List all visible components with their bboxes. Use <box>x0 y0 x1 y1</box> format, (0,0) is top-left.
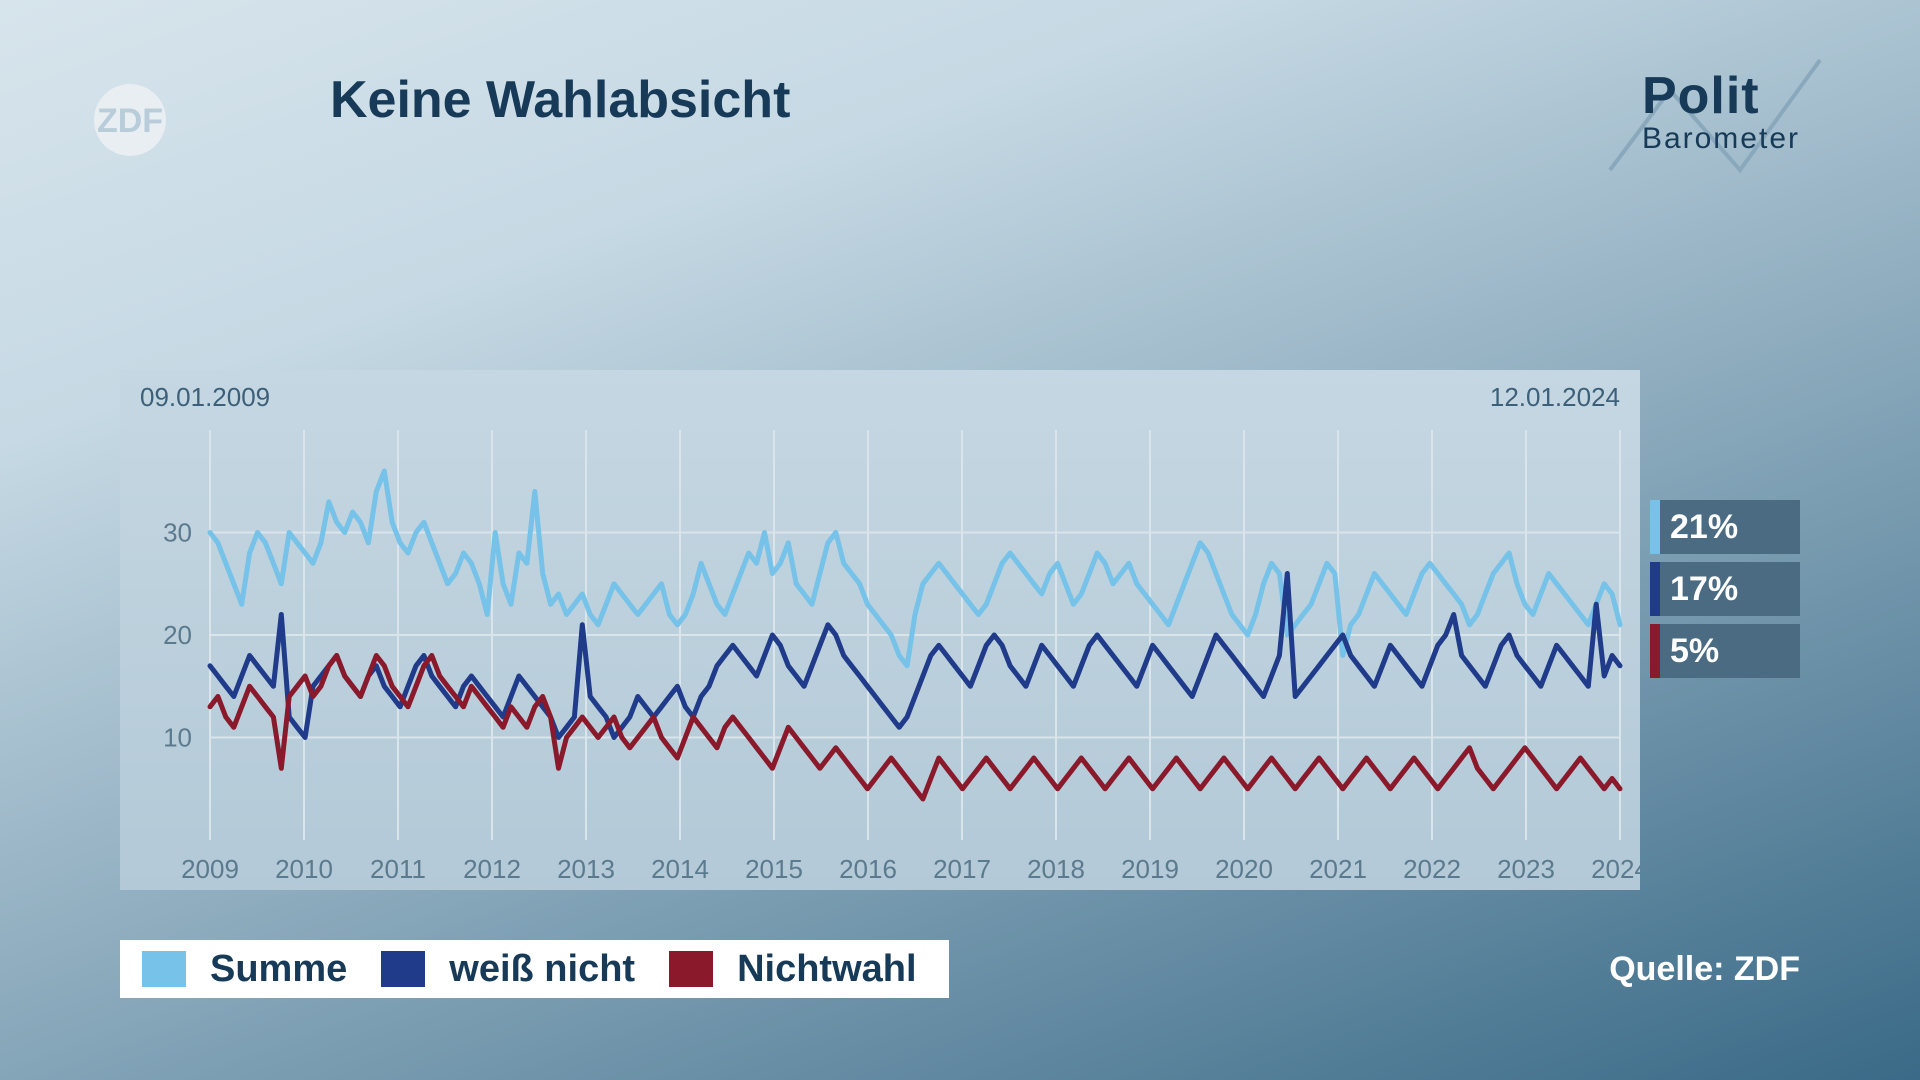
legend-swatch <box>381 951 425 987</box>
legend: Summe weiß nicht Nichtwahl <box>120 940 949 998</box>
zdf-logo: ZDF <box>90 80 230 165</box>
svg-text:2016: 2016 <box>839 854 897 884</box>
chart-svg: 10 20 30 2009 2010 2011 2012 2013 2014 2015 2016 2… <box>120 370 1640 890</box>
legend-swatch <box>669 951 713 987</box>
end-label-value: 5% <box>1670 632 1719 670</box>
politbarometer-logo: Polit Barometer <box>1642 70 1800 154</box>
end-label-swatch <box>1650 500 1660 554</box>
svg-text:2017: 2017 <box>933 854 991 884</box>
end-label-nichtwahl: 5% <box>1650 624 1800 678</box>
polit-logo-line2: Barometer <box>1642 124 1800 154</box>
end-label-weissnicht: 17% <box>1650 562 1800 616</box>
svg-text:10: 10 <box>163 723 192 753</box>
svg-text:2014: 2014 <box>651 854 709 884</box>
svg-text:2020: 2020 <box>1215 854 1273 884</box>
series-nichtwahl <box>210 656 1620 800</box>
svg-text:2011: 2011 <box>370 854 426 884</box>
polit-logo-line1: Polit <box>1642 70 1800 122</box>
end-label-summe: 21% <box>1650 500 1800 554</box>
svg-text:2019: 2019 <box>1121 854 1179 884</box>
svg-text:2024: 2024 <box>1591 854 1640 884</box>
svg-text:20: 20 <box>163 620 192 650</box>
series-summe <box>210 471 1620 666</box>
svg-text:2009: 2009 <box>181 854 239 884</box>
legend-label: weiß nicht <box>449 948 635 991</box>
svg-text:2023: 2023 <box>1497 854 1555 884</box>
header: ZDF Keine Wahlabsicht Polit Barometer <box>0 60 1920 200</box>
end-label-value: 17% <box>1670 570 1738 608</box>
end-label-swatch <box>1650 562 1660 616</box>
end-label-swatch <box>1650 624 1660 678</box>
legend-label: Summe <box>210 948 347 991</box>
svg-text:2012: 2012 <box>463 854 521 884</box>
zdf-logo-text: ZDF <box>97 102 163 140</box>
page-title: Keine Wahlabsicht <box>330 70 790 130</box>
svg-text:2018: 2018 <box>1027 854 1085 884</box>
svg-text:2013: 2013 <box>557 854 615 884</box>
svg-text:2022: 2022 <box>1403 854 1461 884</box>
legend-label: Nichtwahl <box>737 948 916 991</box>
svg-text:2010: 2010 <box>275 854 333 884</box>
svg-text:30: 30 <box>163 518 192 548</box>
series-weissnicht <box>210 574 1620 738</box>
chart-area: 09.01.2009 12.01.2024 102030 20092010201… <box>120 370 1800 930</box>
svg-text:2015: 2015 <box>745 854 803 884</box>
source-label: Quelle: ZDF <box>1609 950 1800 989</box>
legend-swatch <box>142 951 186 987</box>
end-label-value: 21% <box>1670 508 1738 546</box>
svg-text:2021: 2021 <box>1309 854 1367 884</box>
